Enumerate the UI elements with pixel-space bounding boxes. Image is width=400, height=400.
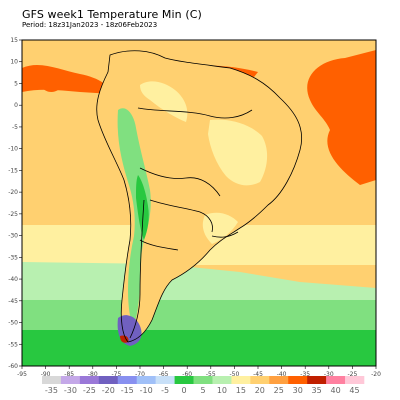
colorbar-swatch xyxy=(117,376,138,384)
lon-tick-label: -60 xyxy=(182,371,192,378)
map-period: Period: 18z31Jan2023 - 18z06Feb2023 xyxy=(22,21,158,29)
colorbar-swatch xyxy=(212,376,232,384)
lat-tick-label: 10 xyxy=(10,59,18,66)
hot-patch-pacific xyxy=(40,82,59,93)
lat-tick-label: -25 xyxy=(8,211,18,218)
border-north xyxy=(137,107,253,119)
border-uruguay xyxy=(211,231,239,238)
colorbar-swatch xyxy=(79,376,100,384)
lat-tick-label: -15 xyxy=(8,167,18,174)
border-central xyxy=(139,167,221,197)
colorbar-swatch xyxy=(193,376,213,384)
lon-tick-label: -85 xyxy=(64,371,74,378)
colorbar: -35 -30 -25 -20 -15 -10 -5 0 5 10 15 20 25 30 35 40 45 xyxy=(42,376,365,395)
map-title: GFS week1 Temperature Min (C) xyxy=(22,8,202,21)
lon-tick-label: -40 xyxy=(277,371,287,378)
colorbar-swatch xyxy=(231,376,251,384)
colorbar-swatch xyxy=(269,376,289,384)
lon-tick-label: -25 xyxy=(347,371,357,378)
colorbar-swatch xyxy=(288,376,308,384)
lat-tick-label: -5 xyxy=(12,124,18,131)
colorbar-label: 15 xyxy=(236,386,246,395)
lat-tick-label: -40 xyxy=(8,276,18,283)
patagonia-spot xyxy=(120,335,129,343)
mild-land-southeast xyxy=(202,212,238,244)
colorbar-label: 45 xyxy=(349,386,359,395)
map-field xyxy=(22,40,376,366)
lat-tick-label: -55 xyxy=(8,341,18,348)
lon-tick-label: -45 xyxy=(253,371,263,378)
lat-tick-label: -60 xyxy=(8,363,18,370)
lat-tick-label: -10 xyxy=(8,146,18,153)
coastline xyxy=(96,50,302,343)
colorbar-label: -15 xyxy=(121,386,134,395)
lon-tick-label: -70 xyxy=(135,371,145,378)
cold-ocean-band xyxy=(22,300,376,330)
mild-land-north xyxy=(140,81,188,122)
colorbar-swatch xyxy=(250,376,270,384)
colorbar-label: -5 xyxy=(161,386,169,395)
map-frame xyxy=(21,39,377,367)
colorbar-swatch xyxy=(174,376,194,384)
colorbar-swatch xyxy=(136,376,156,384)
lon-tick-label: -65 xyxy=(159,371,169,378)
cool-ocean-band xyxy=(22,262,376,300)
colorbar-label: 5 xyxy=(200,386,205,395)
colorbar-label: -10 xyxy=(140,386,153,395)
colorbar-label: -35 xyxy=(45,386,58,395)
colorbar-label: 35 xyxy=(312,386,322,395)
colorbar-label: -20 xyxy=(102,386,115,395)
lat-tick-label: 5 xyxy=(14,80,18,87)
colorbar-label: 20 xyxy=(255,386,265,395)
polar-ocean-band xyxy=(22,330,376,366)
colorbar-label: 40 xyxy=(330,386,340,395)
colorbar-swatch xyxy=(345,376,365,384)
lon-tick-label: -95 xyxy=(17,371,27,378)
lon-tick-label: -20 xyxy=(371,371,381,378)
lon-tick-label: -35 xyxy=(300,371,310,378)
lon-tick-label: -30 xyxy=(324,371,334,378)
mild-land-central xyxy=(208,119,268,186)
colorbar-swatch xyxy=(42,376,62,384)
colorbar-label: 0 xyxy=(182,386,187,395)
lon-tick-label: -50 xyxy=(229,371,239,378)
border-south xyxy=(139,239,179,251)
border-south-central xyxy=(149,199,213,233)
colorbar-swatch xyxy=(307,376,327,384)
lat-tick-label: -30 xyxy=(8,233,18,240)
colorbar-swatch xyxy=(326,376,346,384)
colorbar-label: 25 xyxy=(274,386,284,395)
andes-cold-core xyxy=(136,175,149,240)
colorbar-swatch xyxy=(98,376,119,384)
lon-tick-label: -80 xyxy=(88,371,98,378)
lat-tick-label: -20 xyxy=(8,189,18,196)
colorbar-label: -30 xyxy=(64,386,77,395)
country-borders xyxy=(96,50,302,343)
lat-tick-label: 0 xyxy=(14,102,18,109)
lat-tick-label: -45 xyxy=(8,298,18,305)
latitude-ticks: 15 10 5 0 -5 -10 -15 -20 -25 -30 -35 -40 -45 -50 -55 -6… xyxy=(8,37,22,370)
continent-land xyxy=(96,50,302,342)
lon-tick-label: -75 xyxy=(111,371,121,378)
colorbar-swatch xyxy=(60,376,81,384)
lat-tick-label: 15 xyxy=(10,37,18,44)
lat-tick-label: -35 xyxy=(8,254,18,261)
longitude-ticks: -95 -90 -85 -80 -75 -70 -65 -60 -55 -50 -45 -40 -35 -… xyxy=(17,366,381,378)
colorbar-label: -25 xyxy=(83,386,96,395)
border-andes xyxy=(129,199,145,339)
andes-cool-ridge xyxy=(117,108,151,326)
colorbar-swatch xyxy=(155,376,175,384)
colorbar-label: 30 xyxy=(293,386,303,395)
hot-ocean-east xyxy=(307,50,376,185)
lat-tick-label: -50 xyxy=(8,320,18,327)
lon-tick-label: -55 xyxy=(206,371,216,378)
colorbar-label: 10 xyxy=(217,386,227,395)
lon-tick-label: -90 xyxy=(41,371,51,378)
